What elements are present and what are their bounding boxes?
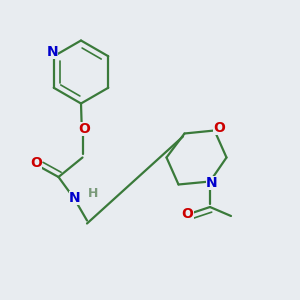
Text: O: O [213,121,225,134]
Text: O: O [30,157,42,170]
Text: H: H [88,187,98,200]
Text: N: N [69,191,81,205]
Text: N: N [46,45,58,59]
Text: O: O [182,208,194,221]
Text: O: O [78,122,90,136]
Text: N: N [206,176,217,190]
